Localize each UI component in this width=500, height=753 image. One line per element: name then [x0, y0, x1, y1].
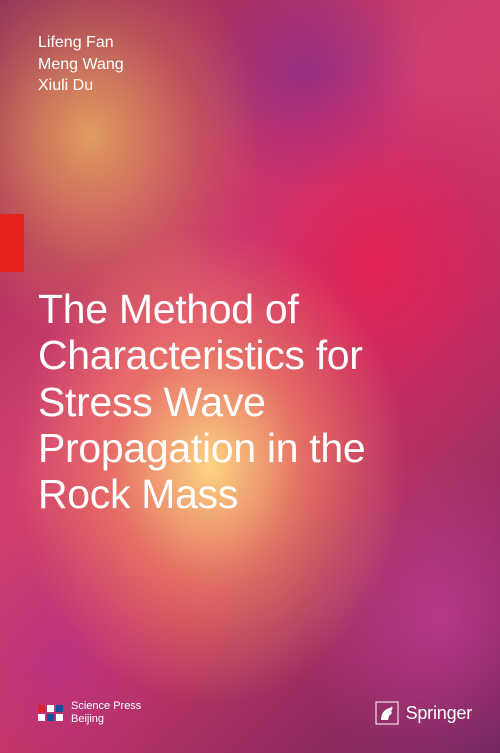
publisher-footer: Science Press Beijing Springer — [38, 697, 472, 729]
accent-bar — [0, 214, 24, 272]
logo-cell — [56, 705, 63, 712]
author-name: Xiuli Du — [38, 75, 124, 97]
science-press-logo-icon — [38, 705, 63, 721]
authors-block: Lifeng Fan Meng Wang Xiuli Du — [38, 32, 124, 97]
book-cover: Lifeng Fan Meng Wang Xiuli Du The Method… — [0, 0, 500, 753]
logo-cell — [56, 714, 63, 721]
publisher-name: Science Press — [71, 700, 141, 713]
book-title: The Method of Characteristics for Stress… — [38, 286, 462, 518]
publisher-name: Springer — [406, 703, 472, 724]
logo-cell — [38, 705, 45, 712]
author-name: Meng Wang — [38, 54, 124, 76]
logo-cell — [47, 705, 54, 712]
author-name: Lifeng Fan — [38, 32, 124, 54]
logo-cell — [47, 714, 54, 721]
publisher-science-press: Science Press Beijing — [38, 700, 141, 725]
publisher-left-text: Science Press Beijing — [71, 700, 141, 725]
springer-horse-icon — [375, 701, 399, 725]
publisher-location: Beijing — [71, 713, 141, 726]
publisher-springer: Springer — [375, 701, 472, 725]
logo-cell — [38, 714, 45, 721]
